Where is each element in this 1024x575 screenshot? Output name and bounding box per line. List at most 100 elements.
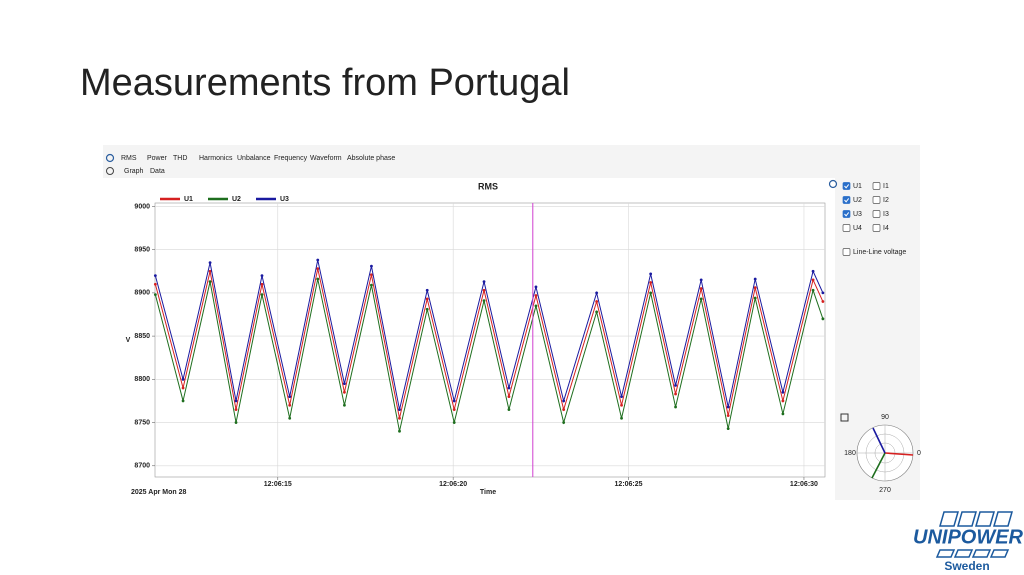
data-point — [288, 416, 292, 420]
data-point — [811, 278, 815, 282]
data-point — [534, 285, 538, 289]
x-axis-label: Time — [480, 489, 496, 496]
data-point — [181, 386, 185, 390]
checkbox-label: I1 — [883, 183, 889, 190]
data-point — [726, 414, 730, 418]
data-point — [753, 277, 757, 281]
data-point — [534, 294, 538, 297]
data-point — [811, 288, 815, 292]
zoom-icon[interactable] — [106, 167, 114, 175]
data-point — [649, 272, 653, 276]
tab[interactable]: Absolute phase — [347, 155, 395, 162]
polar-label: 90 — [881, 414, 889, 421]
data-point — [699, 297, 703, 301]
checkbox-label: I2 — [883, 197, 889, 204]
data-point — [153, 293, 157, 297]
data-point — [699, 278, 703, 282]
data-point — [753, 296, 757, 300]
subtab[interactable]: Data — [150, 168, 165, 175]
data-point — [726, 427, 730, 430]
data-point — [595, 310, 599, 314]
data-point — [620, 403, 623, 407]
checkbox-label: I3 — [883, 211, 889, 218]
data-point — [234, 399, 238, 403]
series-line — [154, 259, 824, 410]
refresh-icon[interactable] — [828, 179, 838, 189]
data-point — [316, 258, 320, 262]
y-tick-label: 8900 — [134, 290, 150, 297]
tab[interactable]: RMS — [121, 155, 137, 162]
data-point — [674, 383, 677, 387]
data-point — [674, 392, 677, 396]
logo-name: UNIPOWER — [913, 526, 1024, 548]
data-point — [398, 416, 401, 420]
data-point — [562, 399, 566, 403]
checkbox[interactable] — [872, 210, 881, 218]
checkbox[interactable] — [872, 224, 881, 232]
checkbox-label: Line-Line voltage — [853, 249, 906, 256]
y-tick-label: 8800 — [134, 376, 150, 383]
data-point — [821, 317, 825, 321]
tab[interactable]: Waveform — [310, 155, 342, 162]
subtab[interactable]: Graph — [124, 168, 144, 175]
checkbox-label: U2 — [853, 197, 862, 204]
tab[interactable]: Frequency — [274, 155, 308, 162]
checkbox[interactable] — [842, 210, 851, 218]
tab[interactable]: Harmonics — [199, 155, 233, 162]
data-point — [821, 300, 825, 303]
polar-diagram — [856, 424, 914, 482]
data-point — [753, 286, 757, 290]
logo — [935, 511, 1013, 558]
data-point — [370, 264, 373, 268]
series-line — [154, 278, 824, 432]
data-point — [699, 287, 703, 290]
data-point — [781, 399, 785, 403]
y-tick-label: 8700 — [134, 463, 150, 470]
tab[interactable]: Power — [147, 155, 168, 162]
checkmark — [844, 198, 850, 203]
refresh-icon[interactable] — [105, 153, 115, 163]
checkbox[interactable] — [842, 196, 851, 204]
data-point — [674, 405, 677, 409]
checkbox[interactable] — [842, 224, 851, 232]
checkbox[interactable] — [872, 182, 881, 190]
data-point — [260, 282, 264, 286]
data-point — [595, 300, 599, 303]
checkbox-label: U4 — [853, 225, 862, 232]
data-point — [482, 288, 486, 292]
data-point — [649, 281, 653, 284]
y-axis-label: V — [126, 337, 131, 344]
data-point — [288, 395, 292, 399]
data-point — [781, 412, 785, 416]
tab[interactable]: Unbalance — [237, 155, 271, 162]
logo-country: Sweden — [944, 559, 989, 573]
checkbox[interactable] — [872, 196, 881, 204]
y-tick-label: 8950 — [134, 247, 150, 254]
polar-label: 270 — [879, 487, 891, 494]
checkbox-label: U1 — [853, 183, 862, 190]
data-point — [534, 304, 538, 308]
checkmark — [844, 212, 850, 217]
x-tick-label: 12:06:25 — [615, 481, 643, 488]
data-point — [234, 408, 238, 411]
data-point — [316, 277, 320, 281]
data-point — [452, 408, 456, 411]
popout-icon[interactable] — [840, 413, 849, 422]
data-point — [288, 403, 292, 407]
tab[interactable]: THD — [173, 155, 187, 162]
data-point — [781, 390, 785, 394]
data-point — [482, 299, 486, 303]
checkbox[interactable] — [842, 248, 851, 256]
data-point — [425, 288, 429, 292]
data-point — [507, 408, 511, 411]
data-point — [181, 377, 185, 381]
legend-label: U3 — [280, 196, 289, 203]
data-point — [726, 405, 730, 409]
checkbox[interactable] — [842, 182, 851, 190]
data-point — [260, 293, 264, 297]
data-point — [620, 395, 623, 399]
data-point — [452, 421, 456, 424]
data-point — [507, 386, 511, 390]
